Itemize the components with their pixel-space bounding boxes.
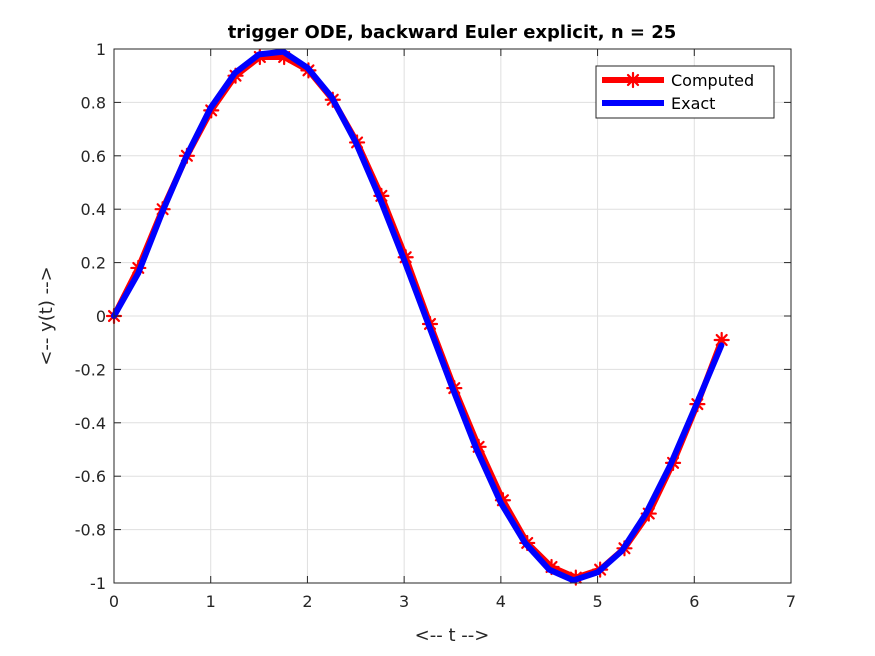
x-tick-label: 2 xyxy=(302,592,312,611)
x-tick-label: 3 xyxy=(399,592,409,611)
x-tick-label: 4 xyxy=(496,592,506,611)
legend-marker-computed xyxy=(624,71,642,89)
y-tick-label: 0 xyxy=(96,307,106,326)
series-layer xyxy=(105,48,730,586)
y-tick-label: -0.4 xyxy=(75,414,106,433)
marker-stroke xyxy=(626,73,640,87)
y-tick-label: 0.2 xyxy=(81,254,106,273)
y-tick-label: -0.2 xyxy=(75,360,106,379)
x-tick-label: 6 xyxy=(689,592,699,611)
legend-box xyxy=(595,65,775,119)
y-axis-label: <-- y(t) --> xyxy=(36,266,57,365)
x-tick-label: 7 xyxy=(786,592,796,611)
x-tick-label: 5 xyxy=(592,592,602,611)
data-point-computed xyxy=(713,331,730,349)
y-tick-label: 1 xyxy=(96,40,106,59)
y-tick-label: 0.6 xyxy=(81,147,106,166)
marker-stroke xyxy=(715,333,728,347)
x-tick-label: 1 xyxy=(206,592,216,611)
legend: Computed Exact xyxy=(595,65,775,119)
y-tick-label: -0.6 xyxy=(75,467,106,486)
series-line-exact xyxy=(111,48,725,584)
y-tick-label: -1 xyxy=(90,574,106,593)
ticks: 0 1 2 3 4 5 6 7 -1 -0.8 -0.6 -0.4 -0.2 0 0.2 0.4 0.6 0.8 1 xyxy=(75,40,796,611)
x-tick-label: 0 xyxy=(109,592,119,611)
y-tick-label: 0.8 xyxy=(81,93,106,112)
y-tick-label: -0.8 xyxy=(75,521,106,540)
chart-title: trigger ODE, backward Euler explicit, n … xyxy=(228,22,677,43)
legend-label-exact: Exact xyxy=(671,94,715,113)
x-axis-label: <-- t --> xyxy=(415,625,490,646)
y-tick-label: 0.4 xyxy=(81,200,106,219)
legend-label-computed: Computed xyxy=(671,71,754,90)
